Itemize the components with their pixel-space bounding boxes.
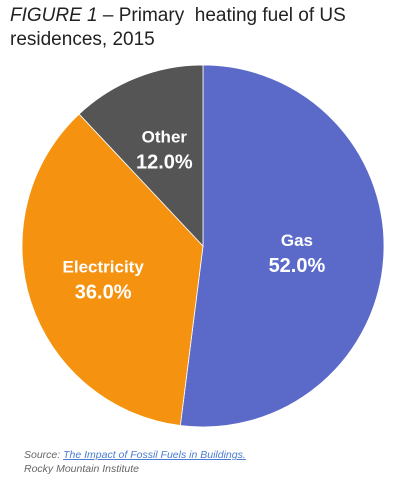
- pie-slice-electricity: [21, 113, 204, 427]
- source-link[interactable]: The Impact of Fossil Fuels in Buildings.: [63, 449, 246, 461]
- source-note: Source: The Impact of Fossil Fuels in Bu…: [24, 448, 246, 476]
- pie-slice-other: [78, 64, 204, 248]
- slice-value-electricity: 36.0%: [75, 281, 132, 303]
- slice-label-electricity: Electricity: [63, 257, 145, 276]
- source-org: Rocky Mountain Institute: [24, 463, 139, 475]
- figure-number: FIGURE 1: [10, 5, 98, 26]
- slice-label-gas: Gas: [281, 231, 313, 250]
- pie-slice-gas: [179, 64, 385, 428]
- slice-label-other: Other: [142, 127, 188, 146]
- source-prefix: Source:: [24, 449, 64, 461]
- slice-value-gas: 52.0%: [269, 255, 326, 277]
- chart-title: FIGURE 1 – Primary heating fuel of US re…: [10, 4, 390, 52]
- figure-title: – Primary heating fuel of US residences,…: [10, 5, 352, 50]
- slice-value-other: 12.0%: [136, 151, 193, 173]
